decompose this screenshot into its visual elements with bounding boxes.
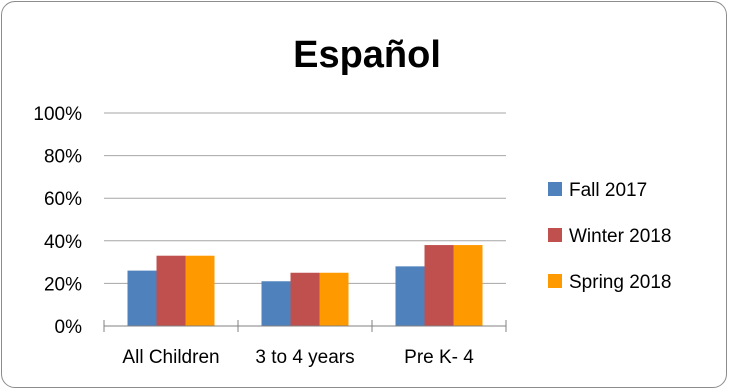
x-tick-label: All Children	[122, 347, 219, 368]
bar	[127, 270, 157, 326]
legend-label: Spring 2018	[569, 272, 671, 293]
legend-label: Fall 2017	[569, 180, 647, 201]
bar	[185, 255, 215, 326]
bar	[290, 272, 320, 326]
x-axis	[103, 320, 507, 332]
legend: Fall 2017 Winter 2018 Spring 2018	[548, 180, 671, 293]
y-tick-label: 60%	[44, 189, 82, 210]
bar	[319, 272, 349, 326]
legend-label: Winter 2018	[569, 226, 671, 247]
bar	[424, 245, 454, 326]
legend-swatch	[548, 228, 562, 242]
bar	[261, 281, 291, 326]
y-tick-label: 80%	[44, 147, 82, 168]
x-tick-label: 3 to 4 years	[255, 347, 354, 368]
y-axis-ticks: 0% 20% 40% 60% 80% 100%	[33, 104, 82, 338]
y-tick-label: 100%	[33, 104, 82, 125]
x-tick-label: Pre K- 4	[404, 347, 474, 368]
bar	[453, 245, 483, 326]
legend-swatch	[548, 182, 562, 196]
legend-swatch	[548, 274, 562, 288]
y-tick-label: 40%	[44, 232, 82, 253]
bars	[127, 245, 483, 326]
bar	[156, 255, 186, 326]
y-tick-label: 0%	[55, 317, 83, 338]
bar	[395, 266, 425, 326]
chart-title: Español	[293, 34, 441, 76]
x-axis-labels: All Children 3 to 4 years Pre K- 4	[122, 347, 474, 368]
y-tick-label: 20%	[44, 274, 82, 295]
